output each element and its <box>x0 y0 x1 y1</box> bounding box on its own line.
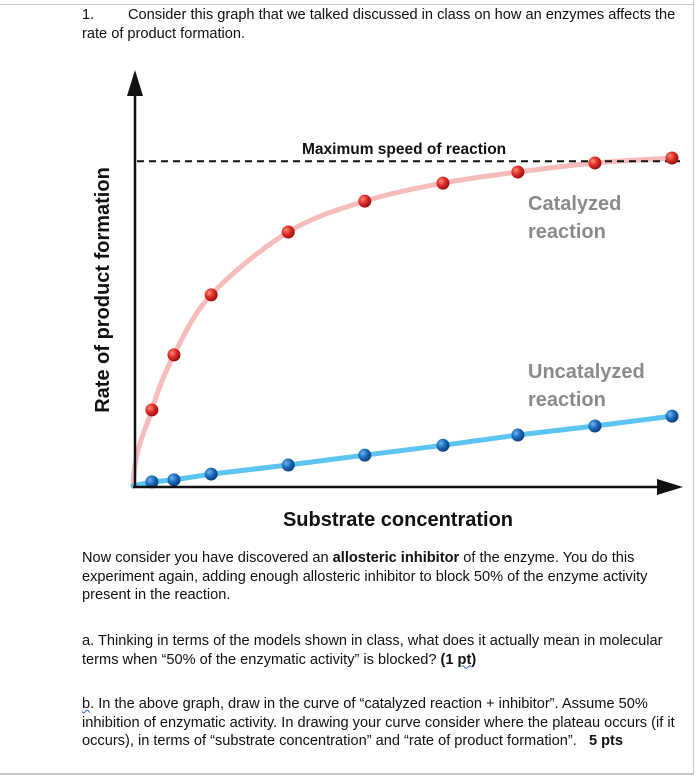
catalyzed-data-point <box>204 288 218 302</box>
page-top-border <box>0 4 693 5</box>
uncatalyzed-curve <box>130 413 675 489</box>
points-unit: pt <box>457 651 472 668</box>
part-b-question: b. In the above graph, draw in the curve… <box>82 695 692 751</box>
page-right-border <box>693 0 694 774</box>
uncatalyzed-data-point <box>665 409 679 423</box>
points-open: (1 <box>440 651 458 668</box>
x-axis-label: Substrate concentration <box>283 509 513 531</box>
uncatalyzed-data-point <box>204 467 218 481</box>
part-b-points: 5 pts <box>588 733 624 749</box>
catalyzed-data-point <box>281 225 295 239</box>
paragraph-text-end: of the enzyme. You do this experiment ag… <box>82 550 648 603</box>
paragraph-bold-term: allosteric inhibitor <box>332 550 460 566</box>
catalyzed-label-line1: Catalyzed <box>528 193 621 215</box>
catalyzed-data-point <box>436 176 450 190</box>
part-a-points: (1 pt) <box>441 652 477 668</box>
uncatalyzed-label-line1: Uncatalyzed <box>528 361 645 383</box>
part-a-question: a. Thinking in terms of the models shown… <box>82 632 692 669</box>
question-intro-text: Consider this graph that we talked discu… <box>82 7 676 42</box>
part-b-text: . In the above graph, draw in the curve … <box>82 696 679 749</box>
uncatalyzed-data-point <box>436 438 450 452</box>
uncatalyzed-data-point <box>145 475 159 489</box>
part-a-text: a. Thinking in terms of the models shown… <box>82 633 663 668</box>
uncatalyzed-label-line2: reaction <box>528 389 606 411</box>
points-close: ) <box>471 651 477 668</box>
catalyzed-data-point <box>145 403 159 417</box>
y-axis-label: Rate of product formation <box>92 167 114 413</box>
uncatalyzed-data-point <box>588 419 602 433</box>
catalyzed-label-line2: reaction <box>528 221 606 243</box>
x-axis-arrow-icon <box>657 479 683 495</box>
y-axis-arrow-icon <box>127 70 143 96</box>
catalyzed-data-point <box>588 156 602 170</box>
catalyzed-data-point <box>167 348 181 362</box>
catalyzed-data-point <box>511 165 525 179</box>
enzyme-rate-chart: Maximum speed of reaction Catalyzed reac… <box>92 70 683 531</box>
catalyzed-data-point <box>665 151 679 165</box>
question-number: 1. <box>82 7 95 23</box>
uncatalyzed-data-point <box>167 473 181 487</box>
uncatalyzed-data-point <box>281 458 295 472</box>
page-bottom-border <box>0 773 694 775</box>
catalyzed-curve <box>130 155 675 489</box>
catalyzed-data-point <box>358 194 372 208</box>
uncatalyzed-data-point <box>511 428 525 442</box>
uncatalyzed-data-point <box>358 448 372 462</box>
question-intro: 1. Consider this graph that we talked dis… <box>82 6 692 43</box>
paragraph-text: Now consider you have discovered an <box>82 550 333 566</box>
part-b-letter: b <box>82 696 91 712</box>
max-speed-label: Maximum speed of reaction <box>302 141 506 158</box>
inhibitor-paragraph: Now consider you have discovered an allo… <box>82 549 692 605</box>
